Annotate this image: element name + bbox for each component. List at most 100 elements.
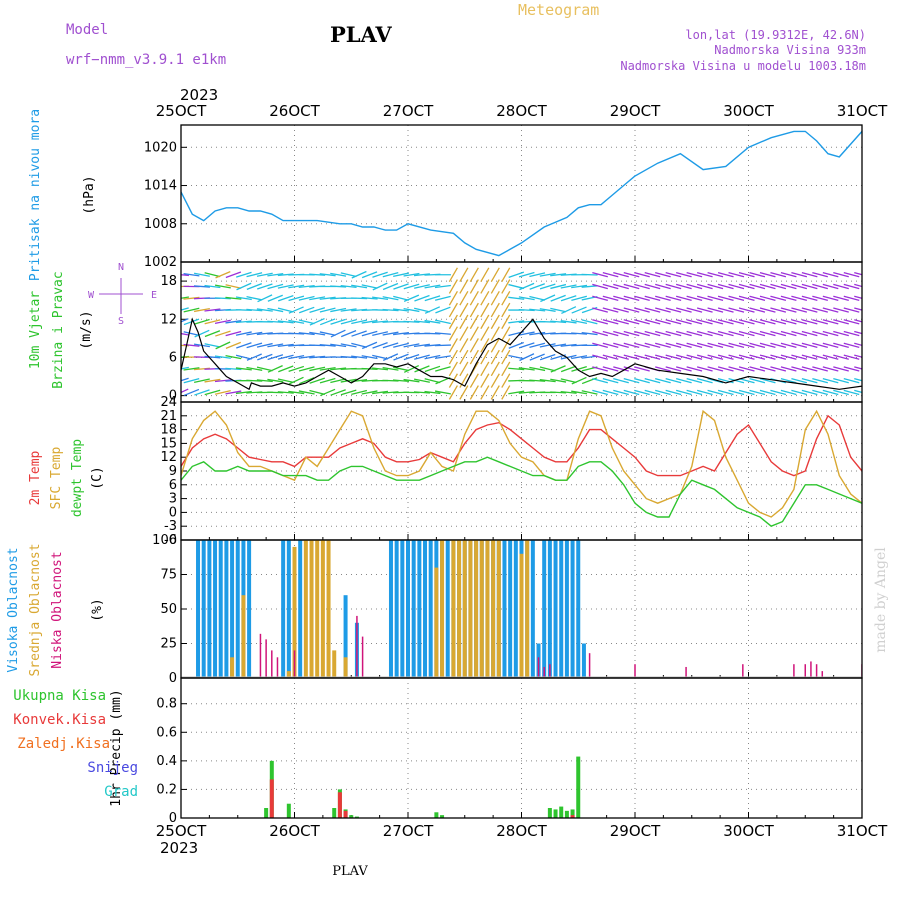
wind-arrow [459,361,469,377]
wind-arrow [843,342,860,349]
elevation-label: Nadmorska Visina 933m [714,43,866,57]
wind-arrow [696,295,713,301]
wind-arrow [309,331,326,336]
wind-arrow [372,354,389,360]
wind-arrow [728,366,745,372]
wind-arrow [340,355,357,359]
wind-arrow [277,295,294,302]
wind-arrow [613,377,629,384]
wind-arrow [560,354,577,360]
wind-arrow [854,283,862,288]
wind-arrow [424,306,441,314]
wind-arrow [728,295,745,301]
wind-arrow [256,308,273,312]
wind-arrow [686,366,703,372]
wind-arrow [351,284,368,289]
wind-arrow [655,366,671,372]
wind-arrow [780,272,797,278]
wind-arrow [686,272,703,278]
wind-arrow [665,354,682,360]
y-tick-label: 6 [169,478,177,493]
wind-arrow [508,390,525,395]
wind-arrow [801,283,818,290]
high_cloud-bar [235,540,240,678]
wind-arrow [634,389,650,396]
mid_cloud-bar [474,540,479,678]
wind-arrow [738,307,755,313]
wind-arrow [372,296,389,301]
wind-arrow [561,306,577,315]
mid_cloud-bar [309,540,314,678]
wind-arrow [490,349,500,365]
wind-arrow [194,318,210,325]
wind-arrow [738,330,755,337]
wind-arrow [759,307,776,313]
wind-arrow [592,342,608,349]
wind-arrow [372,342,388,349]
wind-arrow [434,355,451,360]
wind-arrow [393,353,409,361]
wind-arrow [738,283,755,290]
wind-arrow [392,331,410,336]
wind-arrow [728,272,745,278]
wind-arrow [812,389,828,396]
high_cloud-bar [564,540,569,678]
wind-arrow [634,377,650,384]
wind-arrow [749,319,766,325]
wind-arrow [854,389,862,394]
wind-arrow [717,366,734,372]
wind-arrow [183,331,200,337]
wind-arrow [340,378,357,383]
wind-arrow [791,342,808,349]
wind-arrow [448,385,458,400]
wind-arrow [501,279,511,294]
compass-west: W [88,290,95,301]
y-tick-label: 75 [160,568,177,583]
wind-arrow [592,377,608,384]
x-tick-label-bottom: 26OCT [269,822,320,840]
wind-arrow [372,331,389,337]
low_cloud-bar [265,639,267,678]
wind-arrow [459,279,469,294]
wind-arrow [267,365,283,373]
wind-arrow [623,307,640,313]
wind-arrow [424,365,441,373]
wind-arrow [602,307,619,313]
wind-arrow [382,272,399,278]
mid_cloud-bar [332,650,337,678]
wind-arrow [833,295,849,301]
wind-arrow [822,330,839,337]
wind-arrow [459,338,469,353]
wind-arrow [571,284,588,289]
wind-arrow [644,342,661,349]
temperature-panel-series [181,409,862,528]
product-title: Meteogram [518,1,599,19]
y-tick-label: 21 [160,409,177,424]
wind-arrow [183,307,200,313]
wind_speed-line [181,317,862,391]
wind-arrow [581,331,598,336]
wind-arrow [613,389,629,396]
wind-arrow [424,390,441,395]
wind-arrow [801,342,818,349]
wind-arrow [854,377,862,382]
dewpt-line [181,456,862,528]
wind-arrow [298,319,315,325]
wind-arrow [225,367,242,371]
wind-arrow [791,283,808,290]
wind-arrow [278,365,294,373]
wind-arrow [403,354,420,361]
wind-arrow [602,354,619,360]
wind-arrow [225,320,242,324]
wind-arrow [469,326,479,341]
y-tick-label: 15 [160,436,177,451]
wind-arrow [490,302,500,318]
wind-arrow [215,271,231,279]
wind-arrow [319,331,336,336]
wind-arrow [540,294,556,303]
wind-arrow [602,330,619,337]
wind-arrow [655,330,671,337]
wind-arrow [696,354,713,360]
wind-arrow [246,272,263,278]
